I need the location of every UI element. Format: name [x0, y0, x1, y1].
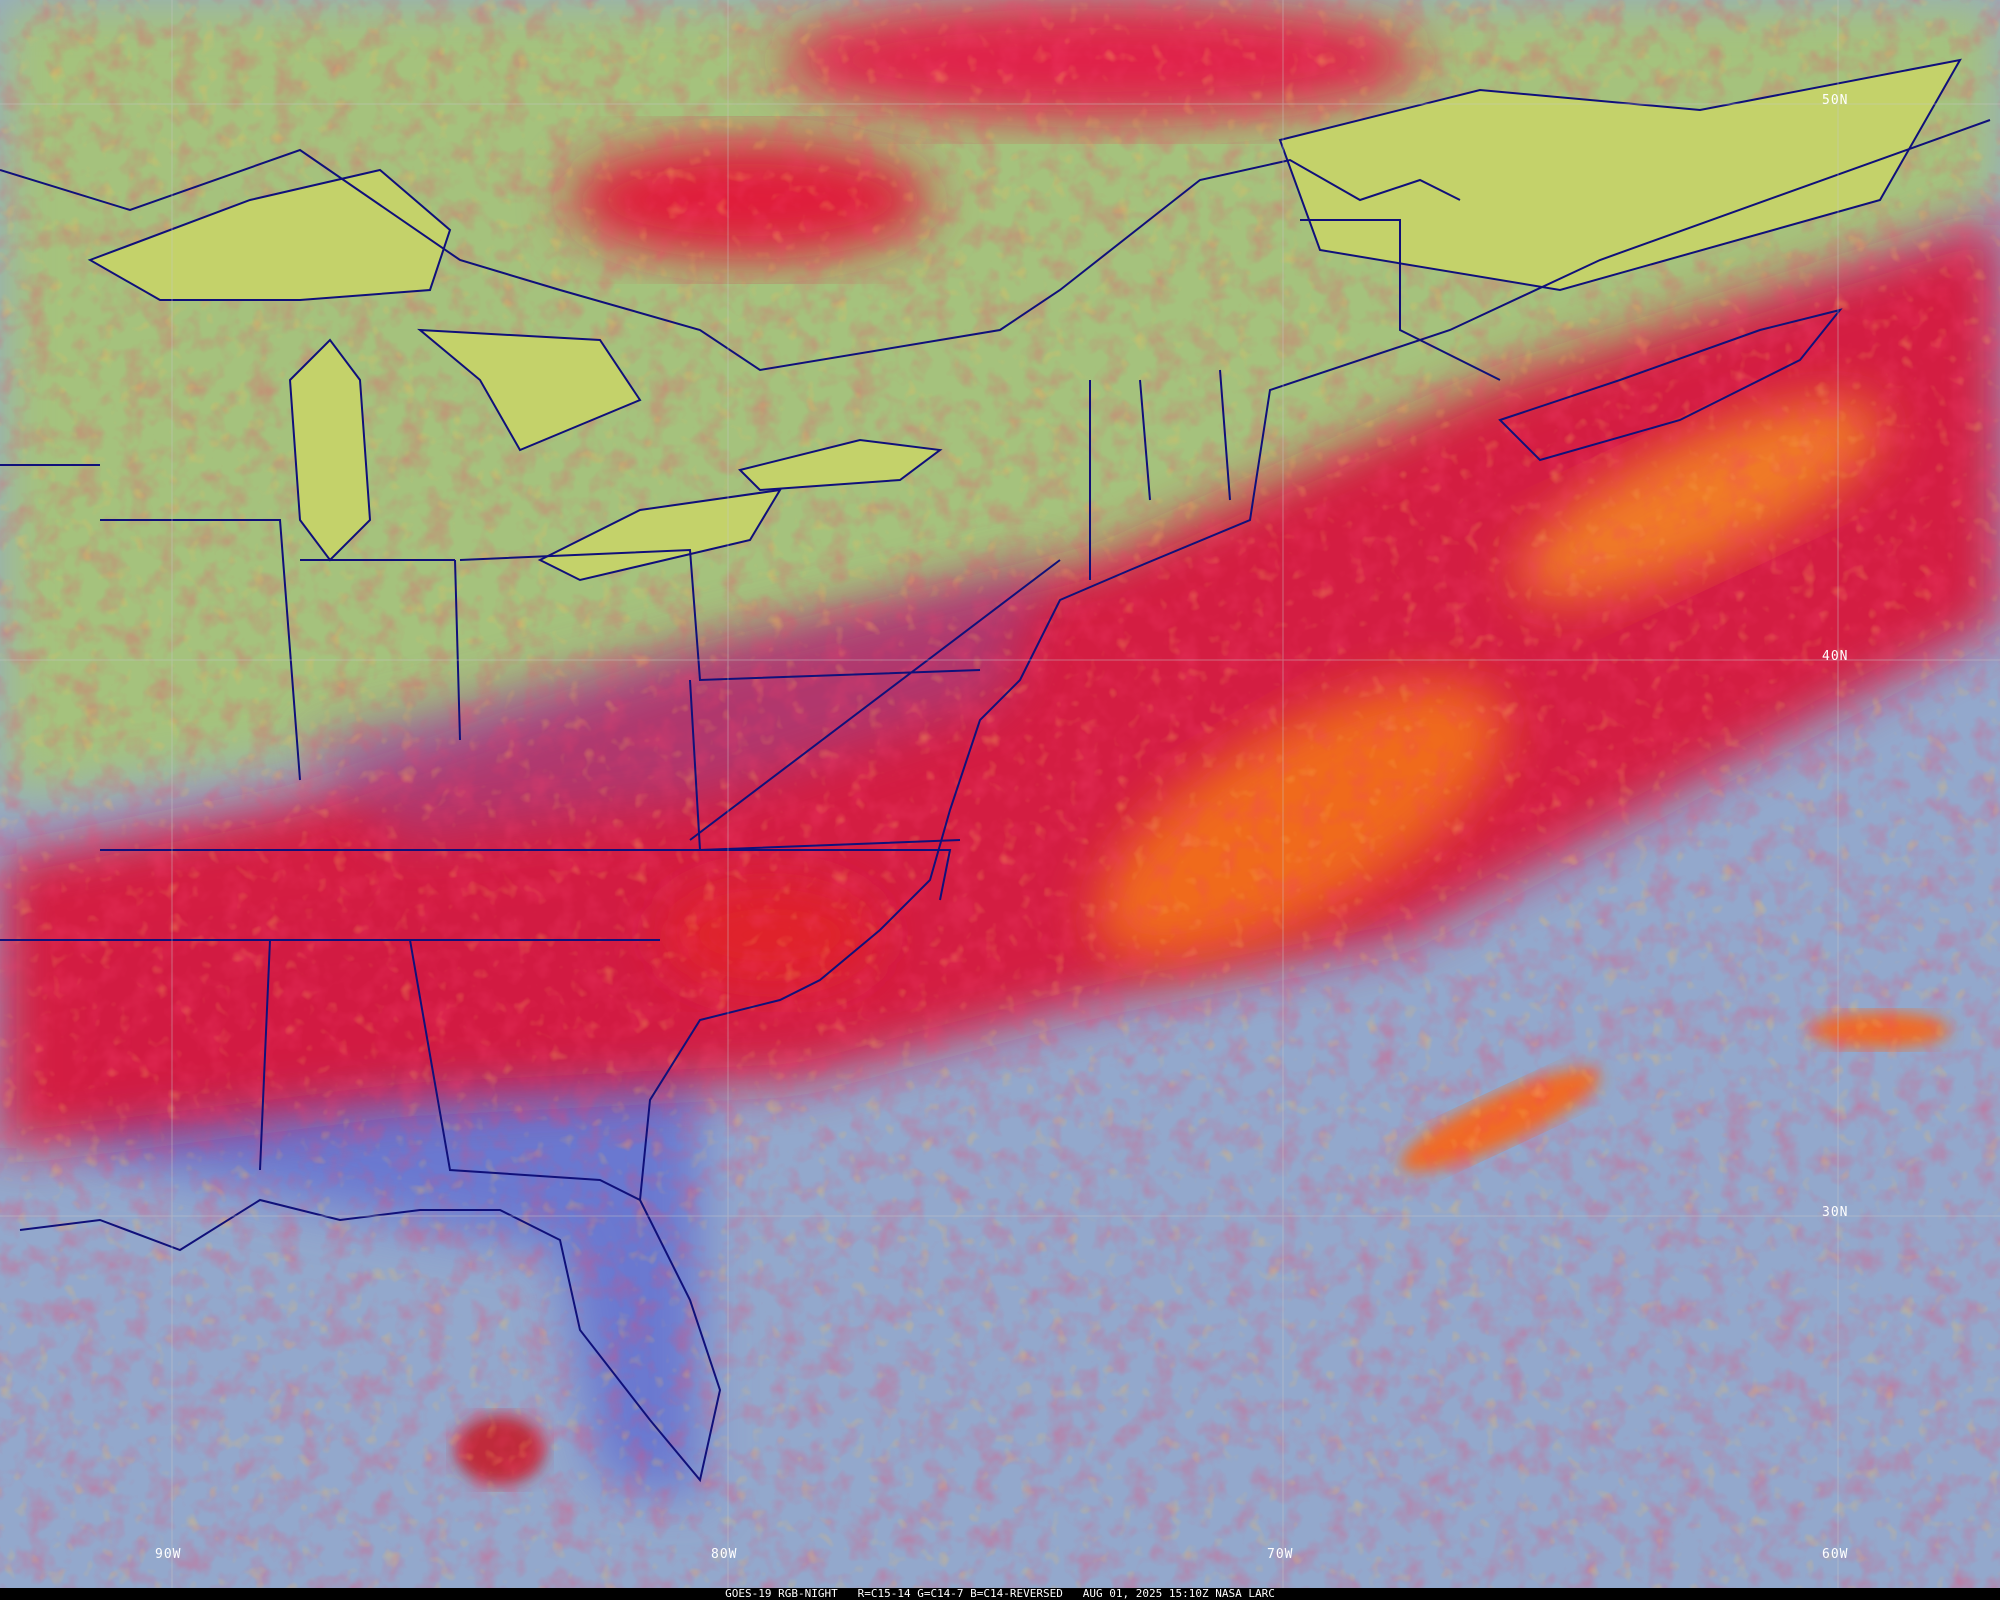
caption-timestamp: AUG 01, 2025 15:10Z [1082, 1587, 1209, 1600]
great-lakes [87, 58, 1962, 582]
caption-channels: R=C15-14 G=C14-7 B=C14-REVERSED [857, 1587, 1063, 1600]
latitude-label-30n: 30N [1822, 1205, 1849, 1220]
caption-source: NASA LARC [1215, 1587, 1275, 1600]
latitude-label-40n: 40N [1822, 649, 1849, 664]
latitude-label-50n: 50N [1822, 93, 1849, 108]
image-caption-bar: GOES-19 RGB-NIGHT R=C15-14 G=C14-7 B=C14… [0, 1588, 2000, 1600]
longitude-label-90w: 90W [155, 1547, 182, 1562]
caption-satellite: GOES-19 RGB-NIGHT [725, 1587, 838, 1600]
political-boundaries [0, 119, 1991, 1483]
longitude-label-60w: 60W [1822, 1547, 1849, 1562]
longitude-label-80w: 80W [711, 1547, 738, 1562]
longitude-label-70w: 70W [1267, 1547, 1294, 1562]
